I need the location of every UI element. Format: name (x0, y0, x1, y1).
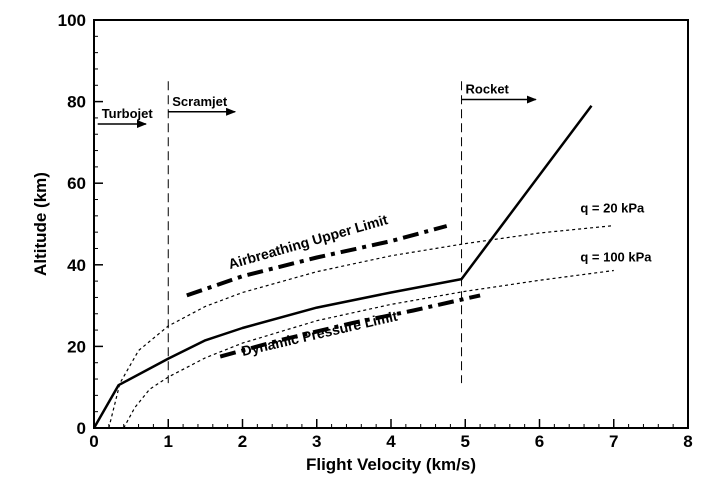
scramjet-label: Scramjet (172, 94, 228, 109)
y-axis-title: Altitude (km) (31, 172, 50, 276)
turbojet-label: Turbojet (102, 106, 154, 121)
series-line-q-100-kpa (123, 269, 614, 429)
series-line-dynamic-pressure-limit (219, 293, 481, 359)
y-tick-label: 100 (58, 11, 86, 30)
x-tick-label: 2 (238, 432, 247, 451)
x-tick-label: 8 (683, 432, 692, 451)
series-line-q-20-kpa (108, 225, 614, 429)
plot-frame (93, 19, 689, 429)
x-tick-label: 5 (461, 432, 470, 451)
plot-layer (92, 81, 614, 429)
x-tick-label: 4 (386, 432, 396, 451)
y-tick-label: 60 (67, 174, 86, 193)
y-tick-label: 40 (67, 256, 86, 275)
dynamic-pressure-limit-annotation: Dynamic Pressure Limit (240, 308, 399, 360)
y-tick-label: 80 (67, 93, 86, 112)
q-20-kpa-annotation: q = 20 kPa (580, 201, 645, 216)
airbreathing-upper-limit-annotation: Airbreathing Upper Limit (226, 211, 389, 272)
series-line-airbreathing-upper-limit (186, 224, 448, 298)
x-tick-label: 1 (164, 432, 173, 451)
x-tick-label: 3 (312, 432, 321, 451)
q-100-kpa-annotation: q = 100 kPa (580, 250, 652, 265)
series-line-flight-path (92, 104, 593, 429)
y-tick-label: 20 (67, 337, 86, 356)
ticks-layer (93, 19, 689, 429)
x-tick-label: 0 (89, 432, 98, 451)
labels-layer: Turbojet Scramjet Rocket Airbreathing Upper… (58, 11, 693, 451)
x-tick-label: 6 (535, 432, 544, 451)
x-tick-label: 7 (609, 432, 618, 451)
x-axis-title: Flight Velocity (km/s) (306, 455, 476, 474)
rocket-label: Rocket (466, 82, 510, 97)
y-tick-label: 0 (77, 419, 86, 438)
